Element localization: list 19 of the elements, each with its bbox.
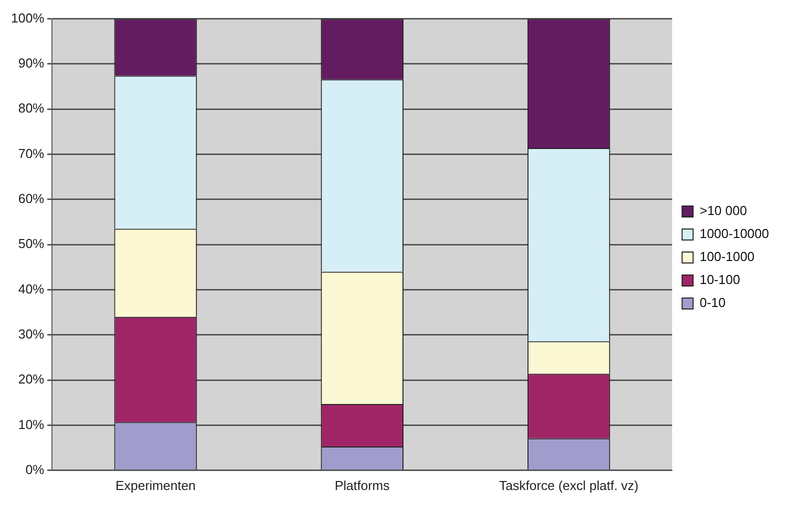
legend-label: 1000-10000 <box>700 226 770 242</box>
y-tick-label: 50% <box>18 236 45 252</box>
y-tick-label: 0% <box>25 462 45 477</box>
x-tick-label: Taskforce (excl platf. vz) <box>499 478 639 493</box>
y-tick-label: 80% <box>18 100 45 116</box>
y-tick-label: 10% <box>18 416 45 432</box>
legend-label: 100-1000 <box>700 249 755 264</box>
x-tick-label: Experimenten <box>115 478 196 493</box>
legend-label: 10-100 <box>700 272 740 288</box>
legend-label: 0-10 <box>700 295 726 310</box>
y-tick-label: 20% <box>18 372 45 387</box>
y-tick-label: 70% <box>18 146 45 161</box>
y-tick-label: 30% <box>18 326 45 342</box>
legend-label: >10 000 <box>700 203 747 218</box>
y-tick-label: 60% <box>18 191 45 206</box>
x-tick-label: Platforms <box>334 478 390 493</box>
y-tick-label: 100% <box>11 10 45 26</box>
y-tick-label: 90% <box>18 56 45 71</box>
y-tick-label: 40% <box>18 281 45 296</box>
